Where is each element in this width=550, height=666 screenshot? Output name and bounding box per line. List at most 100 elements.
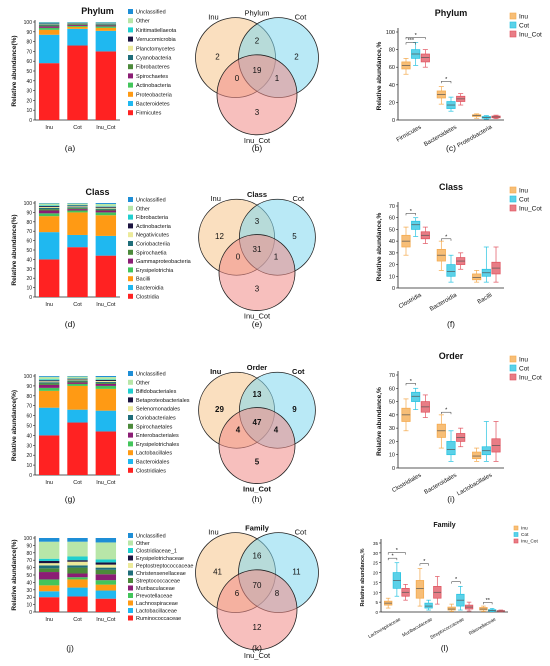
bar-segment [67, 25, 88, 27]
venn-region-count: 5 [255, 458, 260, 467]
bar-segment [95, 51, 117, 120]
legend-swatch [509, 373, 517, 381]
panel-label: (c) [446, 143, 456, 153]
legend-label: Streptococcaceae [136, 579, 180, 585]
y-tick-label: 30 [26, 267, 32, 273]
venn-region-count: 9 [292, 405, 297, 414]
panel-label: (a) [65, 143, 76, 153]
y-tick-label: 10 [26, 108, 32, 114]
y-tick-label: 90 [26, 30, 32, 36]
y-tick-label: 100 [24, 201, 33, 207]
y-tick-label: 0 [29, 610, 32, 616]
y-tick-label: 0 [29, 473, 32, 479]
significance-bracket [387, 557, 398, 561]
venn-label-inu-cot: Inu_Cot [244, 651, 271, 660]
x-tick-label: Cot [73, 617, 82, 623]
bar-segment [38, 563, 60, 566]
legend-swatch [509, 21, 517, 29]
venn-region-count: 0 [235, 74, 240, 83]
y-tick-label: 90 [26, 384, 32, 390]
bar-segment [38, 382, 60, 384]
legend-swatch [128, 45, 133, 51]
venn-label-inu: Inu [208, 13, 218, 22]
legend-label: Erysipelotrichia [136, 268, 174, 274]
x-tick-label: Inu_Cot [96, 125, 116, 131]
bar-segment [95, 206, 117, 208]
legend-swatch [509, 30, 517, 38]
venn-region-count: 1 [274, 253, 279, 262]
significance-marker: * [396, 548, 399, 554]
panel-label: (g) [65, 494, 76, 504]
bar-segment [67, 45, 88, 120]
y-tick-label: 5 [375, 600, 378, 605]
venn-region-count: 5 [292, 232, 297, 241]
bar-segment [38, 387, 60, 391]
legend-swatch [128, 276, 133, 282]
y-tick-label: 20 [389, 263, 395, 269]
chart-title: Class [439, 182, 463, 192]
y-tick-label: 40 [26, 257, 32, 263]
bar-segment [38, 383, 60, 385]
bar-segment [67, 26, 88, 29]
significance-bracket [405, 383, 416, 386]
box [415, 580, 425, 599]
legend-swatch [128, 585, 133, 591]
bar-segment [95, 255, 117, 297]
chart-title: Family [433, 522, 455, 529]
y-tick-label: 60 [26, 239, 32, 245]
legend-swatch [509, 204, 517, 212]
legend-swatch [128, 450, 133, 456]
legend-label: Lachnospiraceae [136, 601, 178, 607]
x-tick-label: Inu [45, 302, 53, 308]
legend-swatch [128, 82, 133, 88]
panel-label: (f) [447, 319, 455, 329]
legend-label: Unclassified [136, 372, 166, 378]
stacked-bar-panel-a: Phylum 0 10 20 30 40 50 60 70 80 90 100 Relative abu… [11, 6, 177, 153]
bar-segment [38, 232, 60, 260]
bar-segment [95, 30, 117, 52]
venn-title: Phylum [244, 9, 269, 18]
y-axis-label: Relative abundance(%) [11, 539, 18, 610]
legend-swatch [128, 258, 133, 264]
legend-label: Bacteroidia [136, 286, 164, 292]
legend-swatch [128, 600, 133, 606]
significance-marker: * [415, 33, 418, 39]
legend-label: Inu [519, 188, 528, 195]
y-tick-label: 90 [26, 543, 32, 549]
x-tick-label: Inu [45, 480, 53, 486]
bar-segment [95, 25, 117, 27]
x-tick-label: Cot [73, 125, 82, 131]
legend-swatch [128, 563, 133, 568]
chart-title: Phylum [435, 8, 468, 18]
x-tick-label: Inu_Cot [96, 302, 116, 308]
stacked-bar-panel-g: 0 10 20 30 40 50 60 70 80 90 100 Relative abundance… [11, 371, 190, 504]
bar-segment [38, 26, 60, 28]
bar-segment [95, 569, 117, 575]
bar-segment [67, 579, 88, 588]
legend-swatch [128, 423, 133, 429]
significance-bracket [405, 42, 416, 45]
bar-segment [95, 584, 117, 591]
legend-label: Gammaproteobacteria [136, 259, 192, 265]
bar-segment [95, 376, 117, 377]
legend-swatch [128, 55, 133, 60]
bar-segment [67, 573, 88, 578]
x-tick-label: Muribaculaceae [401, 616, 434, 638]
legend-swatch [128, 205, 133, 211]
y-tick-label: 30 [26, 443, 32, 449]
legend-label: Lactobacillaceae [136, 609, 177, 615]
y-tick-label: 25 [373, 561, 379, 566]
legend-swatch [509, 355, 517, 363]
bar-segment [38, 565, 60, 569]
x-tick-label: Cot [73, 302, 82, 308]
bar-segment [38, 558, 60, 561]
bar-segment [95, 208, 117, 210]
y-tick-label: 90 [26, 210, 32, 216]
legend-label: Cot [519, 23, 529, 30]
bar-segment [67, 207, 88, 209]
venn-region-count: 47 [253, 418, 262, 427]
legend-label: Peptostreptococcaceae [136, 564, 193, 570]
legend-label: Inu [521, 526, 528, 532]
significance-marker: * [391, 554, 394, 560]
